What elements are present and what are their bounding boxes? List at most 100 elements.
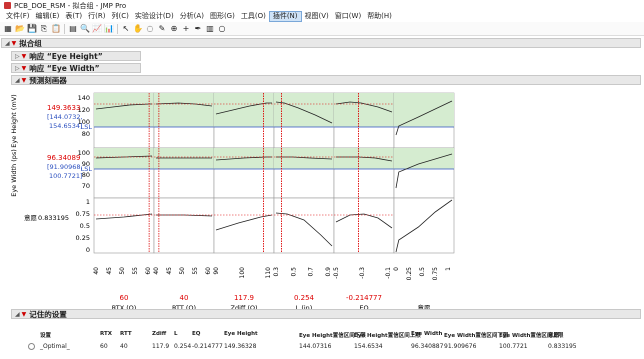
table-cell: 96.340887 (411, 343, 444, 350)
table-cell[interactable]: _Optimal_ (40, 343, 70, 350)
graph-icon[interactable]: 📈 (92, 23, 102, 33)
menu-item-10[interactable]: 视图(V) (304, 12, 329, 20)
collapse-triangle-icon[interactable]: ◢ (15, 310, 20, 318)
pen-icon[interactable]: ✒ (194, 23, 202, 33)
plot-cell[interactable] (273, 197, 335, 254)
menu-item-9[interactable]: 插件(N) (268, 11, 302, 22)
brush-icon[interactable]: ✎ (158, 23, 166, 33)
table-header: Eye Width置信区间下限 (444, 333, 509, 339)
expand-triangle-icon[interactable]: ▷ (15, 64, 20, 72)
response-curve (395, 100, 453, 136)
open-icon[interactable]: 📂 (15, 23, 25, 33)
x-tick-label: 90 (213, 267, 220, 275)
eye-height-ci-upper: 154.6534] (49, 122, 83, 130)
menu-item-8[interactable]: 工具(O) (240, 12, 266, 20)
menu-item-1[interactable]: 编辑(E) (35, 12, 60, 20)
y-axis-label-width: Eye Width (ps) (10, 149, 18, 197)
copy-icon[interactable]: ⎘ (40, 23, 48, 33)
y-axis-label-height: Eye Height (mV) (10, 94, 18, 147)
y-tick-label: 80 (82, 130, 90, 138)
menu-item-2[interactable]: 表(T) (65, 12, 83, 20)
saved-settings-header[interactable]: ◢ ▼ 记住的设置 (11, 309, 641, 319)
menu-item-5[interactable]: 实验设计(D) (134, 12, 174, 20)
red-triangle-menu-icon[interactable]: ▼ (21, 76, 27, 84)
factor-value[interactable]: 40 (180, 294, 189, 302)
plot-cell[interactable] (153, 197, 215, 254)
plot-cell[interactable] (333, 197, 395, 254)
prediction-profiler[interactable]: 1401201008010090807010.750.50.250LSLLSLE… (0, 87, 644, 327)
table-header: EQ (192, 331, 201, 337)
crosshair-icon[interactable]: + (182, 23, 190, 33)
menu-item-11[interactable]: 窗口(W) (334, 12, 362, 20)
factor-value[interactable]: 0.254 (294, 294, 315, 302)
menu-item-0[interactable]: 文件(F) (6, 12, 30, 20)
x-tick-label: 0.25 (406, 267, 413, 281)
table-cell: -0.214777 (192, 343, 223, 350)
spec-band (394, 148, 454, 169)
table-header: Eye Height置信区间下限 (299, 333, 366, 339)
factor-value[interactable]: -0.214777 (346, 294, 382, 302)
collapse-triangle-icon[interactable]: ◢ (5, 39, 10, 47)
x-tick-label: 0.3 (273, 267, 280, 277)
cursor-icon[interactable]: ↖ (122, 23, 130, 33)
eye-width-ci-upper: 100.7721] (49, 172, 83, 180)
magnify-icon[interactable]: 🔍 (80, 23, 90, 33)
plot-cell[interactable] (93, 197, 155, 254)
menu-item-12[interactable]: 帮助(H) (367, 12, 392, 20)
zoom-icon[interactable]: ⊕ (170, 23, 178, 33)
response-curve (155, 102, 213, 107)
y-tick-label: 1 (86, 198, 90, 206)
menu-item-4[interactable]: 列(C) (111, 12, 129, 20)
response-width-header[interactable]: ▷ ▼ 响应 “Eye Width” (11, 63, 141, 73)
row-radio-button[interactable] (28, 343, 35, 350)
table-header: L (174, 331, 178, 337)
red-triangle-menu-icon[interactable]: ▼ (11, 39, 17, 47)
x-tick-label: 0.9 (325, 267, 332, 277)
menu-item-7[interactable]: 图形(G) (209, 12, 235, 20)
menu-item-3[interactable]: 行(R) (88, 12, 106, 20)
table-header: RTX (100, 331, 112, 337)
expand-triangle-icon[interactable]: ▷ (15, 52, 20, 60)
red-triangle-menu-icon[interactable]: ▼ (21, 310, 27, 318)
y-tick-label: 0.75 (76, 210, 90, 218)
lasso-icon[interactable]: ◌ (146, 23, 154, 33)
profiler-header[interactable]: ◢ ▼ 预测刻画器 (11, 75, 641, 85)
factor-value[interactable]: 117.9 (234, 294, 254, 302)
fit-group-header[interactable]: ◢ ▼ 拟合组 (1, 38, 641, 48)
plot-cell[interactable] (213, 197, 275, 254)
x-tick-label: 55 (132, 267, 139, 275)
x-tick-label: 1 (445, 267, 452, 271)
table-cell: 144.07316 (299, 343, 332, 350)
table-icon[interactable]: ▥ (206, 23, 214, 33)
table-header: 设置 (40, 333, 52, 339)
save-icon[interactable]: 💾 (27, 23, 37, 33)
factor-name: EQ (359, 304, 368, 312)
red-triangle-menu-icon[interactable]: ▼ (21, 52, 27, 60)
chart-icon[interactable]: 📊 (104, 23, 114, 33)
new-table-icon[interactable]: ▦ (4, 23, 12, 33)
paste-icon[interactable]: 📋 (51, 23, 61, 33)
data-table-icon[interactable]: ▤ (69, 23, 77, 33)
table-header: Eye Height (224, 331, 258, 337)
saved-settings-title: 记住的设置 (29, 309, 67, 319)
y-tick-label: 70 (82, 182, 90, 190)
y-tick-label: 120 (78, 106, 90, 114)
x-tick-label: 45 (166, 267, 173, 275)
plot-cell[interactable] (393, 197, 455, 254)
factor-name: L (in) (296, 304, 313, 312)
desirability-value: 0.833195 (38, 214, 69, 222)
spec-band (154, 148, 214, 169)
red-triangle-menu-icon[interactable]: ▼ (21, 64, 27, 72)
hand-icon[interactable]: ✋ (133, 23, 143, 33)
shape-icon[interactable]: ○ (218, 23, 226, 33)
x-tick-label: 40 (93, 267, 100, 275)
spec-band (154, 93, 214, 127)
menu-item-6[interactable]: 分析(A) (179, 12, 204, 20)
report-outline: ◢ ▼ 拟合组 ▷ ▼ 响应 “Eye Height” ▷ ▼ 响应 “Eye Wid… (0, 37, 644, 359)
saved-settings-table: 设置 RTX RTT Zdiff L EQ Eye Height Eye Height置信区间… (28, 329, 638, 355)
collapse-triangle-icon[interactable]: ◢ (15, 76, 20, 84)
response-height-header[interactable]: ▷ ▼ 响应 “Eye Height” (11, 51, 141, 61)
factor-value[interactable]: 60 (120, 294, 129, 302)
eye-width-ci-lower: [91.90968, (47, 163, 83, 171)
factor-name: RTX (Ω) (112, 304, 137, 312)
